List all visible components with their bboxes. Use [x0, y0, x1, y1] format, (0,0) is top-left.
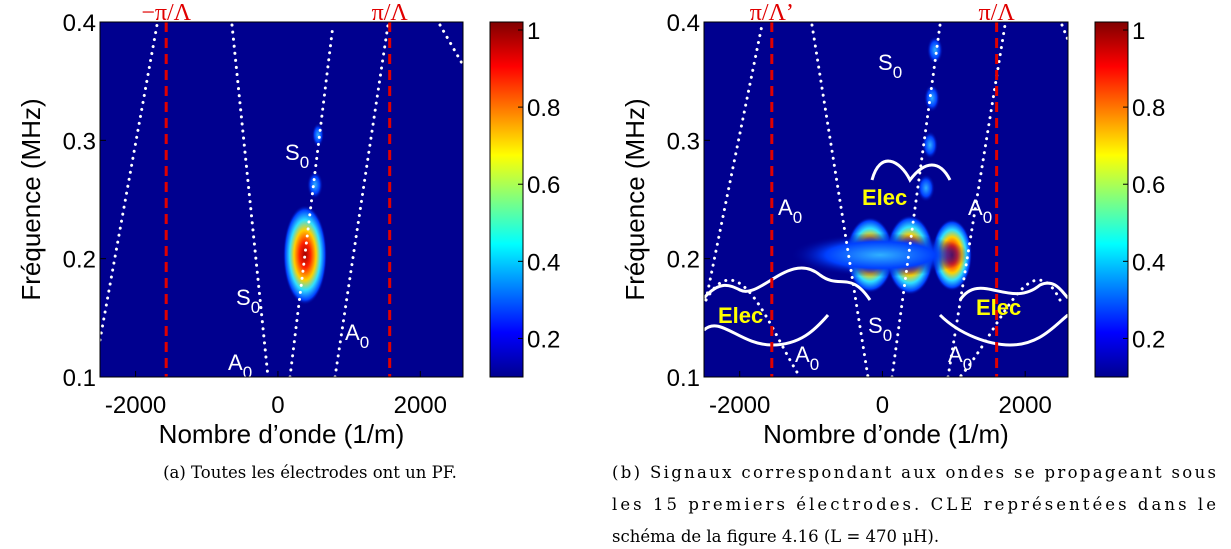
- annotation-text: Elec: [718, 303, 763, 328]
- annotation-subscript: 0: [893, 63, 902, 82]
- colorbar-tick-label: 0.4: [1132, 249, 1165, 276]
- x-tick-label: 0: [876, 392, 889, 419]
- annotation-text: A: [795, 342, 810, 367]
- annotation-text: A: [968, 195, 983, 220]
- annotation-text: Elec: [862, 185, 907, 210]
- y-axis-label: Fréquence (MHz): [16, 98, 46, 300]
- axes-frame: [703, 21, 1069, 378]
- annotation-text: A: [345, 320, 360, 345]
- caption-line: (b) Signaux correspondant aux ondes se p…: [612, 463, 1216, 482]
- annotation-text: S: [878, 50, 893, 75]
- caption-line: schéma de la figure 4.16 (L = 470 μH).: [612, 527, 939, 546]
- axes-frame: [99, 21, 464, 378]
- dispersion-curve: [230, 23, 270, 379]
- caption-line: (a) Toutes les électrodes ont un PF.: [163, 463, 457, 482]
- dispersion-curve: [946, 23, 1007, 379]
- annotation-subscript: 0: [883, 326, 892, 345]
- annotation: S0: [236, 285, 260, 317]
- y-tick-label: 0.2: [63, 247, 96, 274]
- annotation-text: S: [285, 140, 300, 165]
- x-tick-label: -2000: [709, 392, 770, 419]
- elec-curve: [702, 159, 1070, 347]
- x-axis-label: Nombre d’onde (1/m): [763, 419, 1009, 449]
- annotation-subscript: 0: [243, 363, 252, 382]
- intensity-blob: [312, 123, 324, 147]
- annotation-subscript: 0: [793, 208, 802, 227]
- colorbar-tick-label: 0.4: [527, 249, 560, 276]
- annotation: A0: [948, 342, 972, 374]
- dispersion-curve: [890, 23, 942, 379]
- intensity-blob: [790, 233, 970, 277]
- intensity-blob: [924, 84, 940, 112]
- intensity-blob: [927, 36, 943, 64]
- annotation: A0: [968, 195, 992, 227]
- annotation-subscript: 0: [360, 333, 369, 352]
- colorbar-tick-label: 0.6: [1132, 172, 1165, 199]
- annotation: Elec: [862, 185, 907, 210]
- dispersion-curve: [704, 278, 802, 379]
- x-tick-label: 0: [271, 392, 284, 419]
- x-tick-label: 2000: [394, 392, 447, 419]
- annotation: S0: [878, 50, 902, 82]
- annotation-text: S: [868, 313, 883, 338]
- colorbar-tick-label: 0.8: [1132, 95, 1165, 122]
- dispersion-curve: [958, 278, 1062, 379]
- heatmap-background: [704, 22, 1068, 377]
- dispersion-curve: [704, 23, 764, 302]
- annotation-subscript: 0: [963, 355, 972, 374]
- intensity-blob: [283, 205, 327, 305]
- annotation-text: A: [948, 342, 963, 367]
- y-tick-label: 0.4: [63, 10, 96, 37]
- intensity-blob: [307, 171, 323, 199]
- y-tick-label: 0.2: [667, 247, 700, 274]
- annotation: S0: [868, 313, 892, 345]
- annotation-subscript: 0: [983, 208, 992, 227]
- annotation: S0: [285, 140, 309, 172]
- colorbar: [1094, 21, 1129, 378]
- dispersion-curve: [810, 23, 870, 379]
- annotation: Elec: [718, 303, 763, 328]
- dispersion-curve: [1060, 23, 1070, 42]
- annotation: A0: [778, 195, 802, 227]
- annotation-text: Elec: [976, 295, 1021, 320]
- y-axis-label: Fréquence (MHz): [620, 98, 650, 300]
- dispersion-curve: [438, 23, 465, 67]
- annotation: A0: [345, 320, 369, 352]
- annotation-subscript: 0: [251, 298, 260, 317]
- x-tick-label: 2000: [998, 392, 1051, 419]
- annotation: A0: [795, 342, 819, 374]
- x-axis-label: Nombre d’onde (1/m): [159, 419, 405, 449]
- annotation-text: S: [236, 285, 251, 310]
- dispersion-curve: [288, 23, 335, 379]
- colorbar: [489, 21, 524, 378]
- colorbar-tick-label: 0.8: [527, 95, 560, 122]
- colorbar-tick-label: 0.2: [527, 326, 560, 353]
- y-tick-label: 0.4: [667, 10, 700, 37]
- annotation-text: A: [228, 350, 243, 375]
- x-tick-label: -2000: [105, 392, 166, 419]
- y-tick-label: 0.1: [667, 365, 700, 392]
- heatmap-background: [100, 22, 463, 377]
- colorbar-tick-label: 1: [527, 18, 540, 45]
- annotation-subscript: 0: [300, 153, 309, 172]
- caption-line: les 15 premiers électrodes. CLE représen…: [612, 495, 1216, 514]
- y-tick-label: 0.3: [63, 128, 96, 155]
- y-tick-label: 0.1: [63, 365, 96, 392]
- colorbar-tick-label: 0.2: [1132, 326, 1165, 353]
- y-tick-label: 0.3: [667, 128, 700, 155]
- colorbar-tick-label: 1: [1132, 18, 1145, 45]
- annotation: Elec: [976, 295, 1021, 320]
- annotation-text: A: [778, 195, 793, 220]
- annotation: A0: [228, 350, 252, 382]
- dispersion-curve: [333, 23, 390, 379]
- annotation-subscript: 0: [810, 355, 819, 374]
- colorbar-tick-label: 0.6: [527, 172, 560, 199]
- intensity-blob: [917, 174, 935, 202]
